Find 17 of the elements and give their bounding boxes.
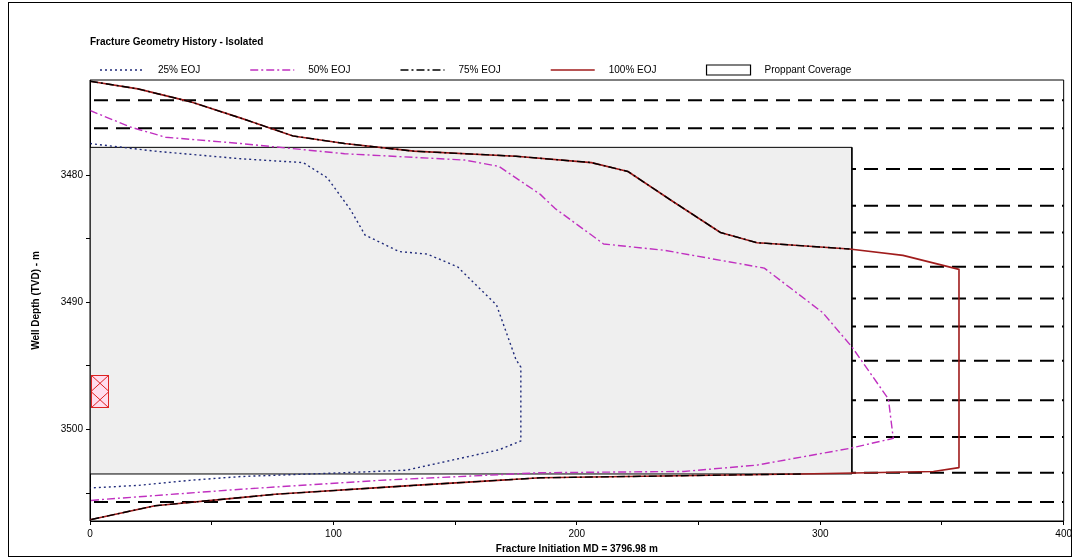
x-tick-label: 200 [568, 527, 586, 539]
chart-title: Fracture Geometry History - Isolated [90, 35, 264, 47]
legend-label: 50% EOJ [308, 63, 351, 75]
line-series [90, 142, 522, 489]
x-tick-label: 300 [811, 527, 830, 539]
x-axis-title: Fracture Initiation MD = 3796.98 m [495, 542, 658, 554]
x-tick-label: 0 [87, 527, 94, 539]
legend-label: 75% EOJ [458, 63, 501, 75]
y-axis-title: Well Depth (TVD) - m [29, 251, 41, 350]
line-series [90, 109, 894, 502]
x-tick-label: 100 [325, 527, 343, 539]
y-tick-label: 3480 [60, 169, 84, 181]
legend-label: 25% EOJ [158, 63, 201, 75]
legend-label: Proppant Coverage [764, 63, 852, 75]
legend-label: 100% EOJ [608, 63, 657, 75]
y-tick-label: 3500 [60, 423, 84, 435]
y-tick-label: 3490 [60, 296, 84, 308]
